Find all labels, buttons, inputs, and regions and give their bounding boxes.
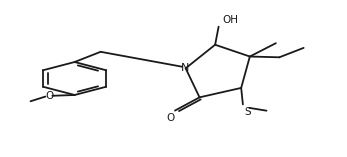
Text: O: O — [167, 113, 175, 123]
Text: O: O — [45, 91, 54, 101]
Text: OH: OH — [222, 15, 238, 25]
Text: N: N — [181, 63, 189, 73]
Text: S: S — [244, 107, 251, 117]
